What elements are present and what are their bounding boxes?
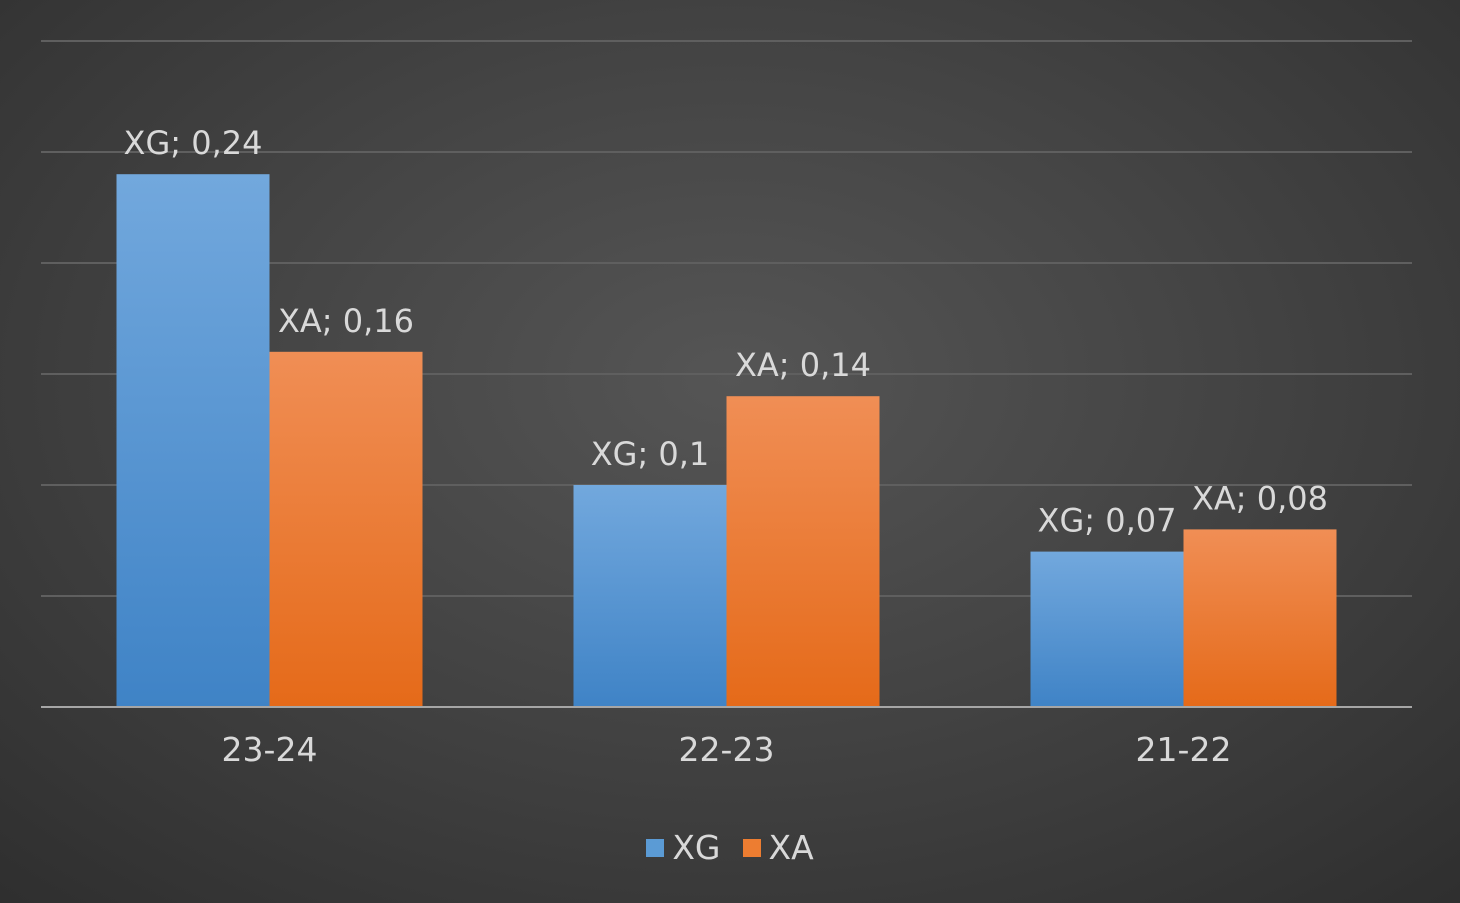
- bar-xg-21-22: [1030, 551, 1184, 707]
- data-label-xg-22-23: XG; 0,1: [591, 435, 710, 473]
- legend: XG XA: [0, 828, 1460, 867]
- legend-label-xa: XA: [768, 828, 814, 867]
- legend-item-xa: XA: [742, 828, 814, 867]
- data-label-xg-23-24: XG; 0,24: [124, 124, 263, 162]
- x-tick-label: 21-22: [1136, 730, 1232, 769]
- data-label-xg-21-22: XG; 0,07: [1038, 502, 1177, 540]
- bar-xg-22-23: [573, 485, 727, 707]
- legend-swatch-xg: [646, 838, 665, 857]
- legend-item-xg: XG: [646, 828, 721, 867]
- data-labels: XG; 0,24 XA; 0,16 XG; 0,1 XA; 0,14 XG; 0,07 X…: [124, 124, 1328, 539]
- data-label-xa-21-22: XA; 0,08: [1192, 479, 1328, 517]
- bars: [116, 174, 1337, 707]
- data-label-xa-22-23: XA; 0,14: [735, 346, 871, 384]
- bar-xa-21-22: [1183, 529, 1337, 707]
- bar-xa-22-23: [726, 396, 880, 707]
- x-tick-label: 22-23: [679, 730, 775, 769]
- x-axis-labels: 23-24 22-23 21-22: [222, 730, 1232, 769]
- x-tick-label: 23-24: [222, 730, 318, 769]
- legend-label-xg: XG: [672, 828, 721, 867]
- bar-xg-23-24: [116, 174, 270, 707]
- data-label-xa-23-24: XA; 0,16: [278, 302, 414, 340]
- bar-xa-23-24: [269, 351, 423, 707]
- legend-swatch-xa: [742, 838, 761, 857]
